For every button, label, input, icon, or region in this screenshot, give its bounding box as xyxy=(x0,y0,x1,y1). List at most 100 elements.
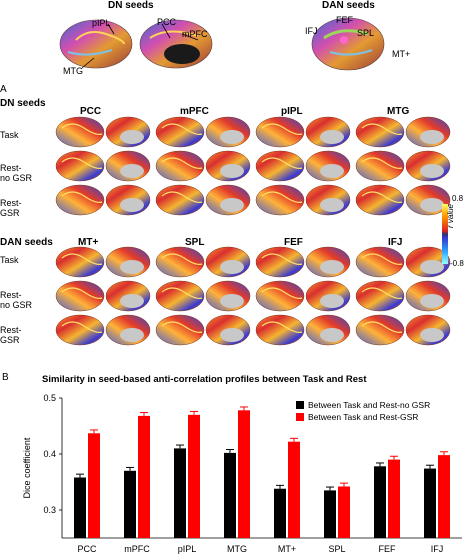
dn-col-pipl: pIPL xyxy=(281,106,303,117)
dn-label-mtg: MTG xyxy=(63,66,83,76)
dan-row-rest-gsr: Rest- GSR xyxy=(0,325,22,345)
bar-1-1 xyxy=(138,415,150,538)
dan-label-fef: FEF xyxy=(336,15,353,25)
dan-row-rest-gsr-l2: GSR xyxy=(0,335,20,345)
brain-lateral-2 xyxy=(255,116,305,148)
panel-a-letter: A xyxy=(0,84,7,95)
brain-sulcus-0 xyxy=(61,123,103,135)
brain-lateral-5 xyxy=(155,150,205,182)
dan-row-rest-gsr-l1: Rest- xyxy=(0,325,22,335)
brain-medial-wall-21 xyxy=(220,328,244,342)
x-tick-label-7: IFJ xyxy=(431,544,444,554)
brain-medial-wall-2 xyxy=(320,130,344,144)
brain-sulcus-23 xyxy=(361,321,403,333)
dan-label-mt: MT+ xyxy=(392,49,411,59)
colorbar-label: r value xyxy=(446,204,455,228)
bar-0-2 xyxy=(174,448,186,538)
y-tick-label-2: 0.5 xyxy=(43,393,56,403)
brain-lateral-9 xyxy=(155,184,205,216)
y-tick-label-0: 0.3 xyxy=(43,505,56,515)
brain-lateral-22 xyxy=(255,314,305,346)
brain-lateral-14 xyxy=(255,246,305,278)
brain-lateral-13 xyxy=(155,246,205,278)
brain-lateral-3 xyxy=(355,116,405,148)
brain-sulcus-15 xyxy=(361,253,403,265)
brain-lateral-20 xyxy=(55,314,105,346)
brain-lateral-12 xyxy=(55,246,105,278)
brain-medial-wall-13 xyxy=(220,260,244,274)
brain-medial-wall-7 xyxy=(420,164,444,178)
dn-row-rest-gsr-l1: Rest- xyxy=(0,198,22,208)
brain-lateral-16 xyxy=(55,280,105,312)
brain-medial-wall-23 xyxy=(420,328,444,342)
brain-medial-wall-0 xyxy=(120,130,144,144)
x-tick-label-2: pIPL xyxy=(178,544,197,554)
brain-sulcus-11 xyxy=(361,191,403,203)
brain-medial-wall-14 xyxy=(320,260,344,274)
brain-sulcus-5 xyxy=(161,157,203,169)
brain-sulcus-9 xyxy=(161,191,203,203)
brain-medial-wall-20 xyxy=(120,328,144,342)
dan-col-fef: FEF xyxy=(284,237,303,248)
dan-col-spl: SPL xyxy=(185,237,205,248)
brain-sulcus-13 xyxy=(161,253,203,265)
dan-label-spl: SPL xyxy=(357,28,375,38)
bar-0-0 xyxy=(74,477,86,538)
bar-1-3 xyxy=(238,410,250,538)
dan-seeds-title: DAN seeds xyxy=(322,0,375,11)
y-tick-label-1: 0.4 xyxy=(43,449,56,459)
dn-col-pcc: PCC xyxy=(80,106,102,117)
brain-lateral-18 xyxy=(255,280,305,312)
brain-lateral-23 xyxy=(355,314,405,346)
dn-row-rest-nogsr-l2: no GSR xyxy=(0,173,33,183)
brain-sulcus-12 xyxy=(61,253,103,265)
dn-row-task: Task xyxy=(0,130,19,140)
brain-sulcus-10 xyxy=(261,191,303,203)
dan-row-rest-nogsr-l2: no GSR xyxy=(0,300,33,310)
dan-seed-brain xyxy=(311,17,385,71)
dan-row-task: Task xyxy=(0,255,19,265)
panel-b-letter: B xyxy=(2,372,9,383)
brain-sulcus-4 xyxy=(61,157,103,169)
bar-0-6 xyxy=(374,466,386,538)
dn-label-pcc: PCC xyxy=(157,17,177,27)
brain-medial-wall-16 xyxy=(120,294,144,308)
colorbar xyxy=(442,204,448,264)
x-tick-label-0: PCC xyxy=(77,544,97,554)
dn-row-rest-gsr-l2: GSR xyxy=(0,208,20,218)
colorbar-max: 0.8 xyxy=(452,194,464,203)
bar-1-6 xyxy=(388,459,400,538)
brain-lateral-7 xyxy=(355,150,405,182)
legend-label-1: Between Task and Rest-GSR xyxy=(308,412,418,422)
bar-1-4 xyxy=(288,441,300,538)
brain-medial-wall-11 xyxy=(420,198,444,212)
brain-medial-wall-19 xyxy=(420,294,444,308)
x-tick-label-1: mPFC xyxy=(124,544,150,554)
brain-medial-wall-5 xyxy=(220,164,244,178)
brain-medial-wall-4 xyxy=(120,164,144,178)
brain-sulcus-16 xyxy=(61,287,103,299)
bar-0-5 xyxy=(324,490,336,538)
brain-medial-wall-18 xyxy=(320,294,344,308)
brain-lateral-4 xyxy=(55,150,105,182)
dan-row-rest-nogsr: Rest-no GSR xyxy=(0,290,32,310)
brain-sulcus-3 xyxy=(361,123,403,135)
colorbar-gradient xyxy=(442,204,448,264)
dn-seed-brains xyxy=(59,19,213,69)
x-tick-label-6: FEF xyxy=(379,544,397,554)
brain-medial-wall-6 xyxy=(320,164,344,178)
legend-label-0: Between Task and Rest-no GSR xyxy=(308,400,430,410)
brain-map-grid xyxy=(55,116,451,346)
colorbar-min: -0.8 xyxy=(450,259,464,268)
dan-label-ifj: IFJ xyxy=(305,26,318,36)
brain-lateral-15 xyxy=(355,246,405,278)
bar-0-3 xyxy=(224,452,236,538)
brain-sulcus-18 xyxy=(261,287,303,299)
bar-1-7 xyxy=(438,455,450,538)
dan-col-mt: MT+ xyxy=(78,237,99,248)
brain-medial-wall-22 xyxy=(320,328,344,342)
dn-row-task-text: Task xyxy=(0,130,19,140)
brain-lateral-6 xyxy=(255,150,305,182)
bar-0-7 xyxy=(424,468,436,538)
brain-sulcus-1 xyxy=(161,123,203,135)
